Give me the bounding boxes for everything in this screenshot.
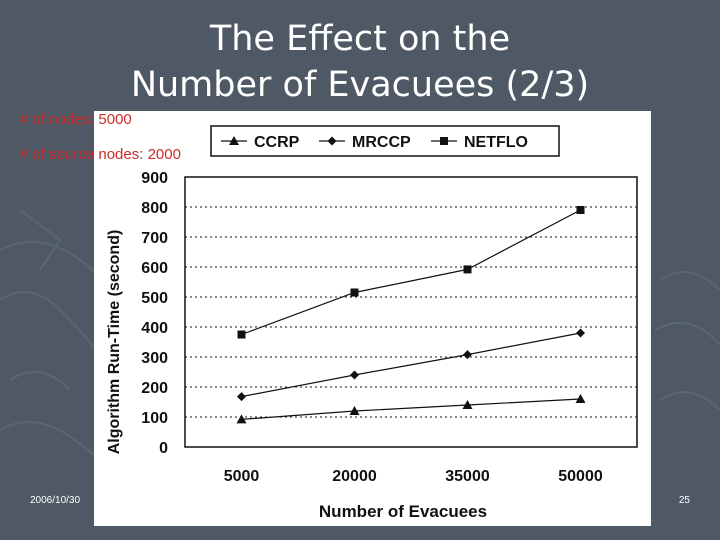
slide-title-line-2: Number of Evacuees (2/3)	[130, 65, 590, 105]
y-tick-label: 400	[141, 320, 168, 337]
y-tick-label: 300	[141, 350, 168, 367]
data-point-netflo	[237, 330, 246, 339]
y-tick-label: 200	[141, 380, 168, 397]
y-tick-label: 100	[141, 410, 168, 427]
data-point-netflo	[463, 265, 472, 274]
data-point-mrccp	[350, 370, 359, 380]
legend-label-ccrp: CCRP	[254, 134, 300, 151]
x-axis-label: Number of Evacuees	[319, 502, 487, 521]
series-line-ccrp	[241, 398, 581, 420]
x-tick-label: 50000	[558, 468, 603, 485]
footer-page-number: 25	[678, 495, 690, 506]
y-tick-label: 800	[141, 200, 168, 217]
data-point-mrccp	[237, 392, 246, 402]
data-point-ccrp	[462, 400, 473, 409]
y-tick-label: 700	[141, 230, 168, 247]
data-point-legend-netflo	[440, 137, 448, 145]
data-point-ccrp	[349, 406, 360, 415]
data-point-legend-ccrp	[229, 136, 239, 145]
data-point-mrccp	[576, 328, 585, 338]
data-point-netflo	[576, 206, 585, 214]
data-point-ccrp	[575, 394, 586, 403]
y-tick-label: 0	[159, 440, 168, 457]
legend-label-mrccp: MRCCP	[352, 134, 411, 151]
y-tick-label: 600	[141, 260, 168, 277]
slide-title: The Effect on the Number of Evacuees (2/…	[0, 16, 720, 108]
legend-label-netflo: NETFLO	[464, 134, 528, 151]
data-point-netflo	[350, 288, 359, 297]
x-tick-label: 5000	[224, 468, 260, 485]
series-line-netflo	[241, 209, 581, 336]
data-point-legend-mrccp	[327, 136, 337, 146]
y-tick-label: 500	[141, 290, 168, 307]
y-tick-label: 900	[141, 170, 168, 187]
note-source-nodes: # of source nodes: 2000	[20, 146, 181, 163]
slide-title-line-1: The Effect on the	[209, 19, 511, 59]
footer-date: 2006/10/30	[30, 495, 81, 506]
y-axis-label: Algorithm Run-Time (second)	[106, 230, 123, 455]
plot-area-frame	[184, 176, 638, 448]
note-nodes: # of nodes: 5000	[20, 111, 132, 128]
data-point-mrccp	[463, 350, 472, 360]
line-chart: 0 100 200 300 400 500 600 700 800 900 5000 20000 350…	[106, 125, 638, 521]
chart-panel: 0 100 200 300 400 500 600 700 800 900 5000 20000 350…	[94, 111, 651, 526]
legend-box	[210, 125, 560, 157]
x-tick-label: 35000	[445, 468, 490, 485]
series-line-mrccp	[241, 332, 581, 398]
x-tick-label: 20000	[332, 468, 377, 485]
data-point-ccrp	[236, 414, 247, 424]
